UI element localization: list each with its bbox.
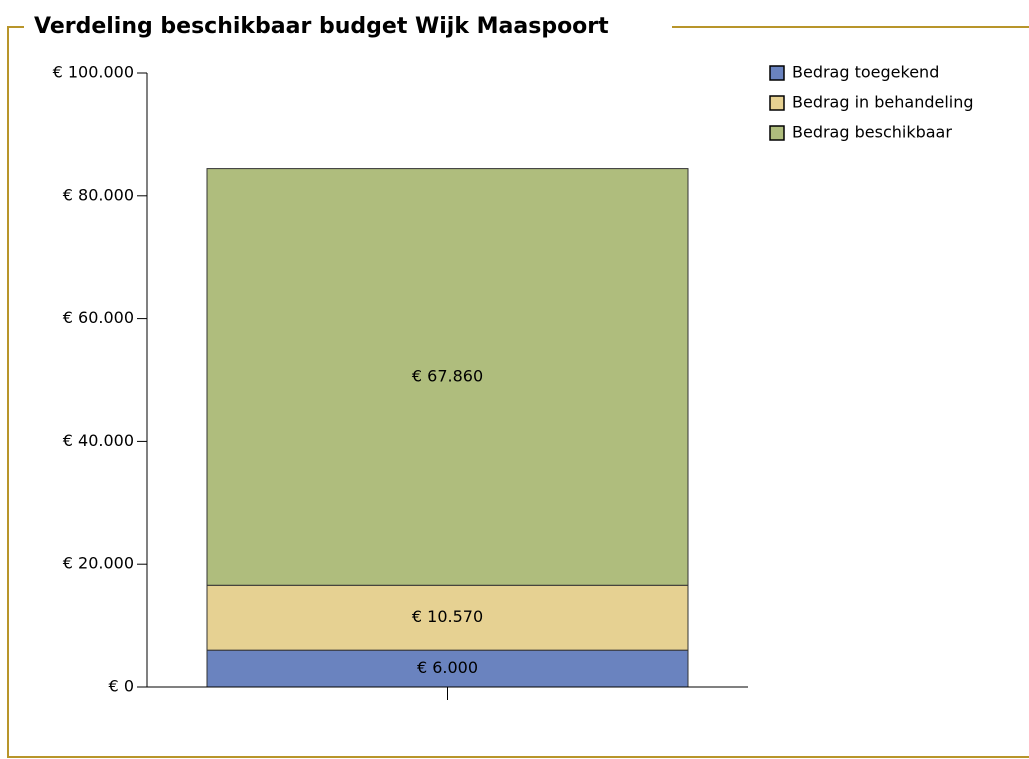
legend-swatch (769, 95, 785, 111)
legend-swatch (769, 125, 785, 141)
chart-title: Verdeling beschikbaar budget Wijk Maaspo… (34, 14, 609, 39)
data-label: € 10.570 (412, 607, 483, 626)
y-tick-label: € 100.000 (53, 63, 134, 82)
bar-segment (206, 168, 689, 586)
y-tick-label: € 20.000 (63, 554, 134, 573)
legend-label: Bedrag in behandeling (792, 93, 974, 112)
bar-segment (206, 584, 689, 651)
data-label: € 6.000 (417, 658, 478, 677)
data-label: € 67.860 (412, 366, 483, 385)
y-tick-label: € 60.000 (63, 308, 134, 327)
y-tick-label: € 80.000 (63, 185, 134, 204)
bar-segment (206, 649, 689, 688)
legend-label: Bedrag beschikbaar (792, 123, 952, 142)
legend-label: Bedrag toegekend (792, 63, 939, 82)
frame (7, 26, 1029, 758)
y-tick-label: € 0 (109, 677, 134, 696)
legend-swatch (769, 65, 785, 81)
y-tick-label: € 40.000 (63, 431, 134, 450)
